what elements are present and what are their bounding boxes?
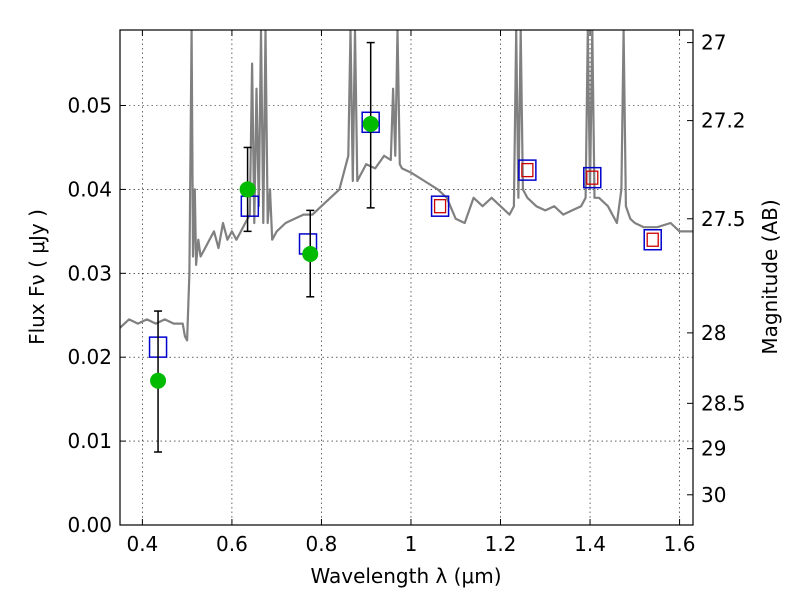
observed-point — [239, 181, 256, 198]
y-tick-label: 0.03 — [67, 261, 112, 285]
model-square — [643, 228, 662, 251]
right-tick-label: 29 — [701, 437, 726, 461]
grid — [120, 30, 693, 525]
plot-frame — [119, 29, 694, 526]
y-tick-label: 0.04 — [67, 177, 112, 201]
axis-ticks: 0.4 0.6 0.8 1 1.2 1.4 1.6 0.00 0.01 0.02 0.03 0.04 0… — [67, 30, 746, 556]
x-tick-label: 0.8 — [306, 532, 338, 556]
model-square-inner — [586, 170, 599, 185]
y-axis-title: Flux Fν ( μJy ) — [25, 209, 49, 345]
x-tick-label: 1.4 — [574, 532, 606, 556]
model-square — [430, 195, 450, 217]
model-square — [518, 159, 537, 181]
x-tick-label: 1.6 — [664, 532, 696, 556]
right-tick-label: 28.5 — [701, 391, 746, 415]
y-tick-label: 0.00 — [67, 513, 112, 537]
observed-point — [362, 115, 379, 132]
observed-point — [150, 372, 167, 389]
model-square-inner — [646, 232, 659, 247]
model-square — [583, 166, 602, 189]
x-axis-title: Wavelength λ (μm) — [310, 564, 501, 588]
spectrum-line — [120, 30, 693, 342]
right-tick-label: 30 — [701, 483, 726, 507]
x-tick-label: 1 — [405, 532, 418, 556]
x-tick-label: 0.4 — [126, 532, 158, 556]
y-tick-label: 0.05 — [67, 94, 112, 118]
right-axis-title: Magnitude (AB) — [758, 199, 782, 354]
observed-point — [302, 246, 319, 263]
model-square-inner — [433, 199, 447, 214]
plot-area — [120, 30, 693, 453]
right-tick-label: 27.5 — [701, 207, 746, 231]
y-tick-label: 0.01 — [67, 429, 112, 453]
x-tick-label: 0.6 — [216, 532, 248, 556]
y-tick-label: 0.02 — [67, 345, 112, 369]
model-square-inner — [521, 162, 534, 178]
right-tick-label: 27 — [701, 31, 726, 55]
x-tick-label: 1.2 — [485, 532, 517, 556]
right-tick-label: 27.2 — [701, 109, 746, 133]
right-tick-label: 28 — [701, 321, 726, 345]
